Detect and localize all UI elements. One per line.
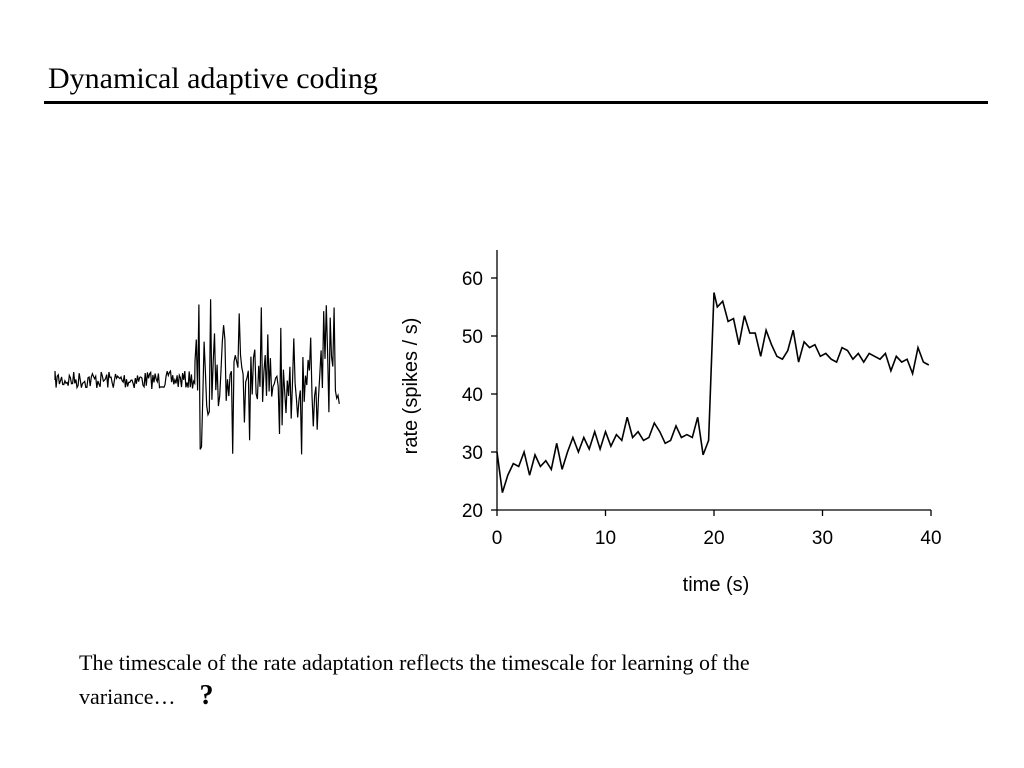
rate-series-line [496, 292, 930, 493]
y-axis-label: rate (spikes / s) [400, 318, 422, 455]
question-mark: ? [199, 680, 214, 711]
rate-chart: 0 10 20 30 40 20 30 40 50 60 time (s) rate (spike… [400, 250, 942, 596]
slide-caption: The timescale of the rate adaptation ref… [79, 646, 839, 713]
y-tick-label: 60 [462, 269, 483, 290]
x-tick-label: 30 [812, 528, 833, 549]
title-underline [44, 101, 988, 104]
slide-title: Dynamical adaptive coding [48, 62, 378, 95]
y-tick-label: 20 [462, 501, 483, 522]
chart-axes [496, 250, 931, 511]
y-tick-label: 40 [462, 385, 483, 406]
x-axis-label: time (s) [683, 574, 750, 596]
x-tick-label: 40 [920, 528, 941, 549]
chart-ticks: 0 10 20 30 40 20 30 40 50 60 [462, 269, 942, 549]
y-tick-label: 30 [462, 443, 483, 464]
stimulus-trace [54, 299, 340, 455]
caption-text: The timescale of the rate adaptation ref… [79, 650, 750, 709]
x-tick-label: 20 [703, 528, 724, 549]
y-tick-label: 50 [462, 327, 483, 348]
x-tick-label: 10 [595, 528, 616, 549]
noise-trace-icon [30, 275, 360, 500]
x-tick-label: 0 [492, 528, 503, 549]
